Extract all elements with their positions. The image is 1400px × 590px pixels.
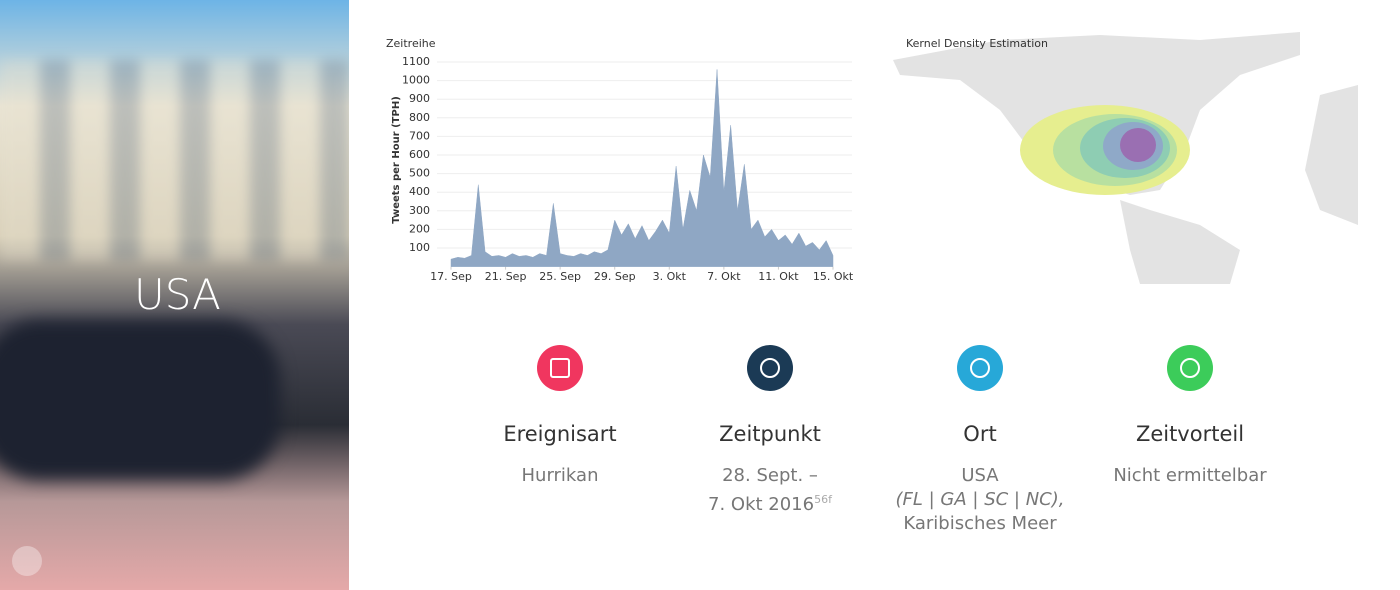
density-level [1120, 128, 1156, 162]
europe-africa [1305, 85, 1358, 225]
x-tick-label: 11. Okt [758, 270, 799, 283]
card-value: Hurrikan [460, 464, 660, 488]
x-tick-label: 7. Okt [707, 270, 741, 283]
area [450, 69, 834, 267]
hero-image: USA [0, 0, 349, 590]
card-line: 28. Sept. – [670, 464, 870, 488]
card-line: Karibisches Meer [880, 512, 1080, 536]
card-icon [1167, 345, 1213, 391]
x-tick-label: 25. Sep [539, 270, 581, 283]
y-tick-label: 600 [409, 148, 430, 161]
y-axis-label: Tweets per Hour (TPH) [391, 96, 402, 224]
map-title: Kernel Density Estimation [906, 37, 1048, 50]
card-title: Zeitvorteil [1135, 422, 1245, 446]
x-tick-label: 21. Sep [485, 270, 527, 283]
card-line: USA [880, 464, 1080, 488]
x-tick-label: 17. Sep [430, 270, 472, 283]
card-line-text: (FL | GA | SC | NC), [895, 489, 1065, 510]
card-line: Nicht ermittelbar [1090, 464, 1290, 488]
y-tick-label: 300 [409, 204, 430, 217]
logo-icon[interactable] [12, 546, 42, 576]
card-line-text: Nicht ermittelbar [1113, 465, 1267, 486]
footnote-ref: 56f [814, 493, 832, 506]
card-line-text: 28. Sept. – [722, 465, 818, 486]
y-tick-label: 1000 [402, 74, 430, 87]
x-tick-label: 3. Okt [653, 270, 687, 283]
card-value: Nicht ermittelbar [1090, 464, 1290, 488]
car [0, 320, 280, 480]
y-tick-label: 100 [409, 241, 430, 254]
building [0, 60, 349, 260]
y-tick-label: 200 [409, 222, 430, 235]
y-tick-label: 800 [409, 111, 430, 124]
card-line-text: USA [961, 465, 999, 486]
x-tick-label: 15. Okt [813, 270, 854, 283]
hero-label: USA [134, 270, 221, 319]
south-america [1120, 200, 1240, 284]
card-icon [957, 345, 1003, 391]
y-tick-label: 900 [409, 92, 430, 105]
card-line-text: Karibisches Meer [903, 513, 1057, 534]
card-line: (FL | GA | SC | NC), [880, 488, 1080, 512]
card-title: Ereignisart [503, 422, 617, 446]
card-title: Ort [963, 422, 997, 446]
card-line-text: 7. Okt 2016 [708, 494, 815, 515]
y-tick-label: 700 [409, 129, 430, 142]
y-tick-label: 500 [409, 167, 430, 180]
chart-title: Zeitreihe [386, 37, 436, 50]
y-tick-label: 1100 [402, 55, 430, 68]
card-line: 7. Okt 201656f [670, 488, 870, 517]
card-line-text: Hurrikan [521, 465, 599, 486]
card-line: Hurrikan [460, 464, 660, 488]
card-icon [537, 345, 583, 391]
card-value: USA (FL | GA | SC | NC), Karibisches Meer [880, 464, 1080, 536]
card-title: Zeitpunkt [719, 422, 821, 446]
card-value: 28. Sept. –7. Okt 201656f [670, 464, 870, 517]
x-tick-label: 29. Sep [594, 270, 636, 283]
card-icon [747, 345, 793, 391]
y-tick-label: 400 [409, 185, 430, 198]
